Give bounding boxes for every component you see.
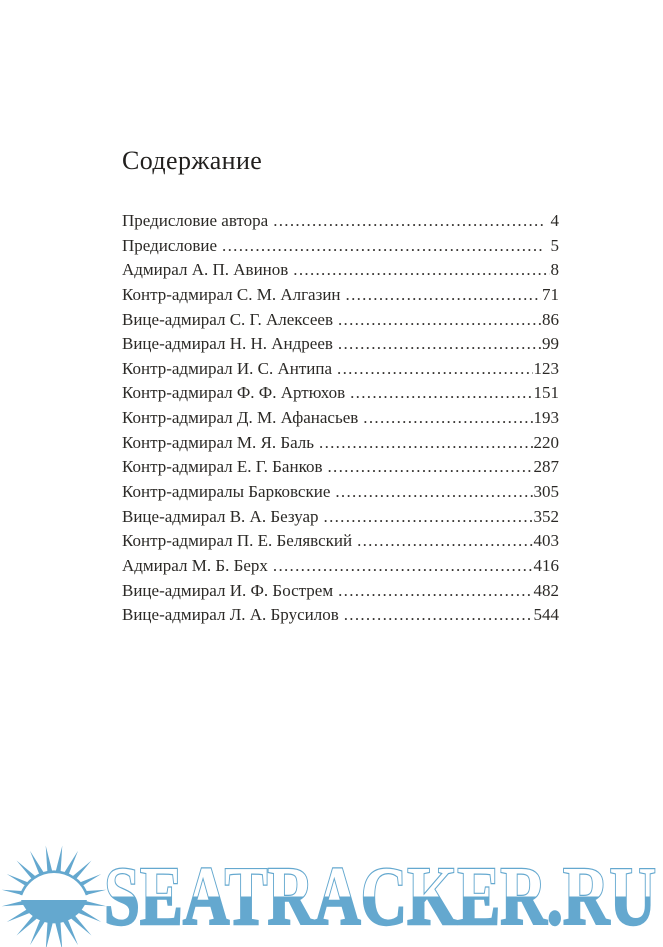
toc-entry-page: 305 [533,482,560,502]
toc-entry-page: 220 [533,432,560,452]
toc-row: Вице-адмирал И. Ф. Бострем .............… [122,579,559,604]
toc-leader-dots: ........................................… [319,432,533,452]
toc-entry-page: 151 [533,383,560,403]
toc-entry-page: 4 [550,211,560,230]
toc-leader-dots: ........................................… [357,531,532,551]
toc-leader-dots: ........................................… [323,506,533,526]
toc-entry-title: Вице-адмирал Л. А. Брусилов [122,605,339,625]
toc-entry-page: 403 [533,531,560,551]
toc-leader-dots: ........................................… [327,457,533,477]
toc-entry-title: Контр-адмирал П. Е. Белявский [122,531,353,551]
toc-row: Контр-адмирал М. Я. Баль ...............… [122,431,559,456]
toc-entry-page: 5 [550,235,560,255]
toc-row: Предисловие ............................… [122,234,559,259]
toc-leader-dots: ........................................… [335,482,532,502]
toc-row: Контр-адмирал П. Е. Белявский ..........… [122,529,559,554]
table-of-contents: Предисловие автора .....................… [122,209,559,628]
toc-row: Вице-адмирал С. Г. Алексеев ............… [122,308,559,333]
toc-leader-dots: ........................................… [337,334,541,354]
toc-leader-dots: ........................................… [363,408,532,428]
sun-over-sea-icon [0,845,108,947]
toc-entry-page: 352 [533,506,560,526]
toc-leader-dots: ........................................… [350,383,532,403]
toc-entry-title: Предисловие автора [122,211,269,230]
toc-leader-dots: ........................................… [272,555,533,575]
toc-entry-page: 544 [533,605,560,625]
toc-row: Адмирал А. П. Авинов ...................… [122,258,559,283]
toc-entry-page: 86 [542,309,559,329]
watermark-text: SEATRACKER.RU [104,850,656,943]
toc-leader-dots: ........................................… [345,284,541,304]
toc-entry-page: 99 [542,334,559,354]
toc-row: Вице-адмирал В. А. Безуар ..............… [122,505,559,530]
toc-entry-title: Вице-адмирал С. Г. Алексеев [122,309,333,329]
page-title: Содержание [122,146,263,175]
toc-leader-dots: ........................................… [293,260,549,280]
toc-entry-page: 8 [550,260,560,280]
toc-entry-page: 287 [533,457,560,477]
toc-leader-dots: ........................................… [273,211,543,230]
toc-entry-title: Контр-адмиралы Барковские [122,482,331,502]
toc-entry-page: 71 [542,284,559,304]
toc-row: Контр-адмиралы Барковские ..............… [122,480,559,505]
toc-entry-page: 482 [533,580,560,600]
toc-leader-dots: ........................................… [337,358,532,378]
toc-entry-title: Контр-адмирал Д. М. Афанасьев [122,408,359,428]
toc-row: Вице-адмирал Н. Н. Андреев .............… [122,332,559,357]
toc-entry-page: 123 [533,358,560,378]
toc-entry-title: Контр-адмирал С. М. Алгазин [122,284,341,304]
toc-row: Контр-адмирал Д. М. Афанасьев ..........… [122,406,559,431]
toc-entry-page: 416 [533,555,560,575]
toc-entry-title: Контр-адмирал Ф. Ф. Артюхов [122,383,346,403]
toc-row: Вице-адмирал Л. А. Брусилов ............… [122,603,559,628]
toc-entry-title: Вице-адмирал В. А. Безуар [122,506,319,526]
toc-row: Контр-адмирал И. С. Антипа .............… [122,357,559,382]
toc-row: Адмирал М. Б. Берх .....................… [122,554,559,579]
toc-entry-title: Вице-адмирал Н. Н. Андреев [122,334,333,354]
seatracker-watermark: SEATRACKER.RU [0,845,657,947]
toc-entry-title: Предисловие [122,235,218,255]
toc-entry-title: Вице-адмирал И. Ф. Бострем [122,580,334,600]
toc-leader-dots: ........................................… [337,309,541,329]
toc-row: Предисловие автора .....................… [122,209,559,234]
toc-entry-title: Контр-адмирал Е. Г. Банков [122,457,323,477]
toc-row: Контр-адмирал Е. Г. Банков .............… [122,455,559,480]
toc-leader-dots: ........................................… [222,235,544,255]
toc-row: Контр-адмирал Ф. Ф. Артюхов ............… [122,381,559,406]
toc-entry-title: Контр-адмирал М. Я. Баль [122,432,315,452]
toc-entry-title: Адмирал М. Б. Берх [122,555,268,575]
toc-entry-page: 193 [533,408,560,428]
toc-leader-dots: ........................................… [343,605,533,625]
toc-entry-title: Адмирал А. П. Авинов [122,260,289,280]
toc-leader-dots: ........................................… [338,580,533,600]
toc-entry-title: Контр-адмирал И. С. Антипа [122,358,333,378]
toc-row: Контр-адмирал С. М. Алгазин ............… [122,283,559,308]
